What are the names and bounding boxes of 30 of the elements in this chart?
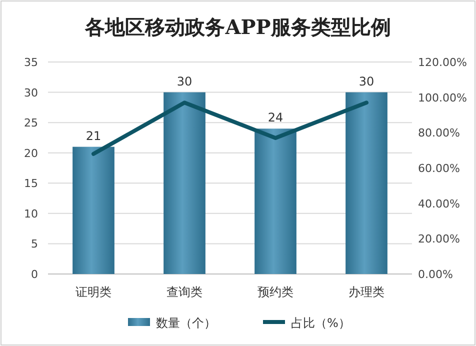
x-tick-label: 预约类: [258, 285, 294, 299]
data-label: 24: [268, 110, 284, 125]
data-label: 30: [358, 74, 374, 88]
x-tick-label: 查询类: [166, 285, 202, 299]
data-label: 30: [176, 74, 192, 88]
y-tick-label: 15: [24, 177, 38, 190]
y2-tick-label: 40.00%: [418, 197, 460, 210]
bar: [164, 92, 206, 274]
bar: [254, 128, 296, 274]
y-tick-label: 25: [24, 116, 38, 130]
y-tick-label: 35: [24, 56, 38, 69]
y2-tick-label: 120.00%: [418, 56, 467, 69]
bar: [72, 146, 114, 274]
y2-tick-label: 20.00%: [418, 232, 460, 246]
y-tick-label: 0: [31, 268, 38, 281]
y2-tick-label: 60.00%: [418, 162, 460, 175]
y-tick-label: 20: [24, 146, 38, 160]
y-tick-label: 5: [31, 238, 38, 251]
y2-tick-label: 0.00%: [418, 268, 453, 281]
data-label: 21: [86, 128, 102, 143]
x-tick-label: 证明类: [76, 285, 112, 299]
y2-tick-label: 80.00%: [418, 126, 460, 140]
x-tick-label: 办理类: [348, 285, 384, 299]
legend-label: 占比（%）: [291, 316, 350, 330]
bar: [346, 92, 388, 274]
y2-tick-label: 100.00%: [418, 91, 467, 104]
chart-title: 各地区移动政务APP服务类型比例: [84, 15, 391, 39]
y-tick-label: 10: [24, 207, 38, 220]
legend-label: 数量（个）: [156, 316, 216, 330]
y-tick-label: 30: [24, 86, 38, 100]
